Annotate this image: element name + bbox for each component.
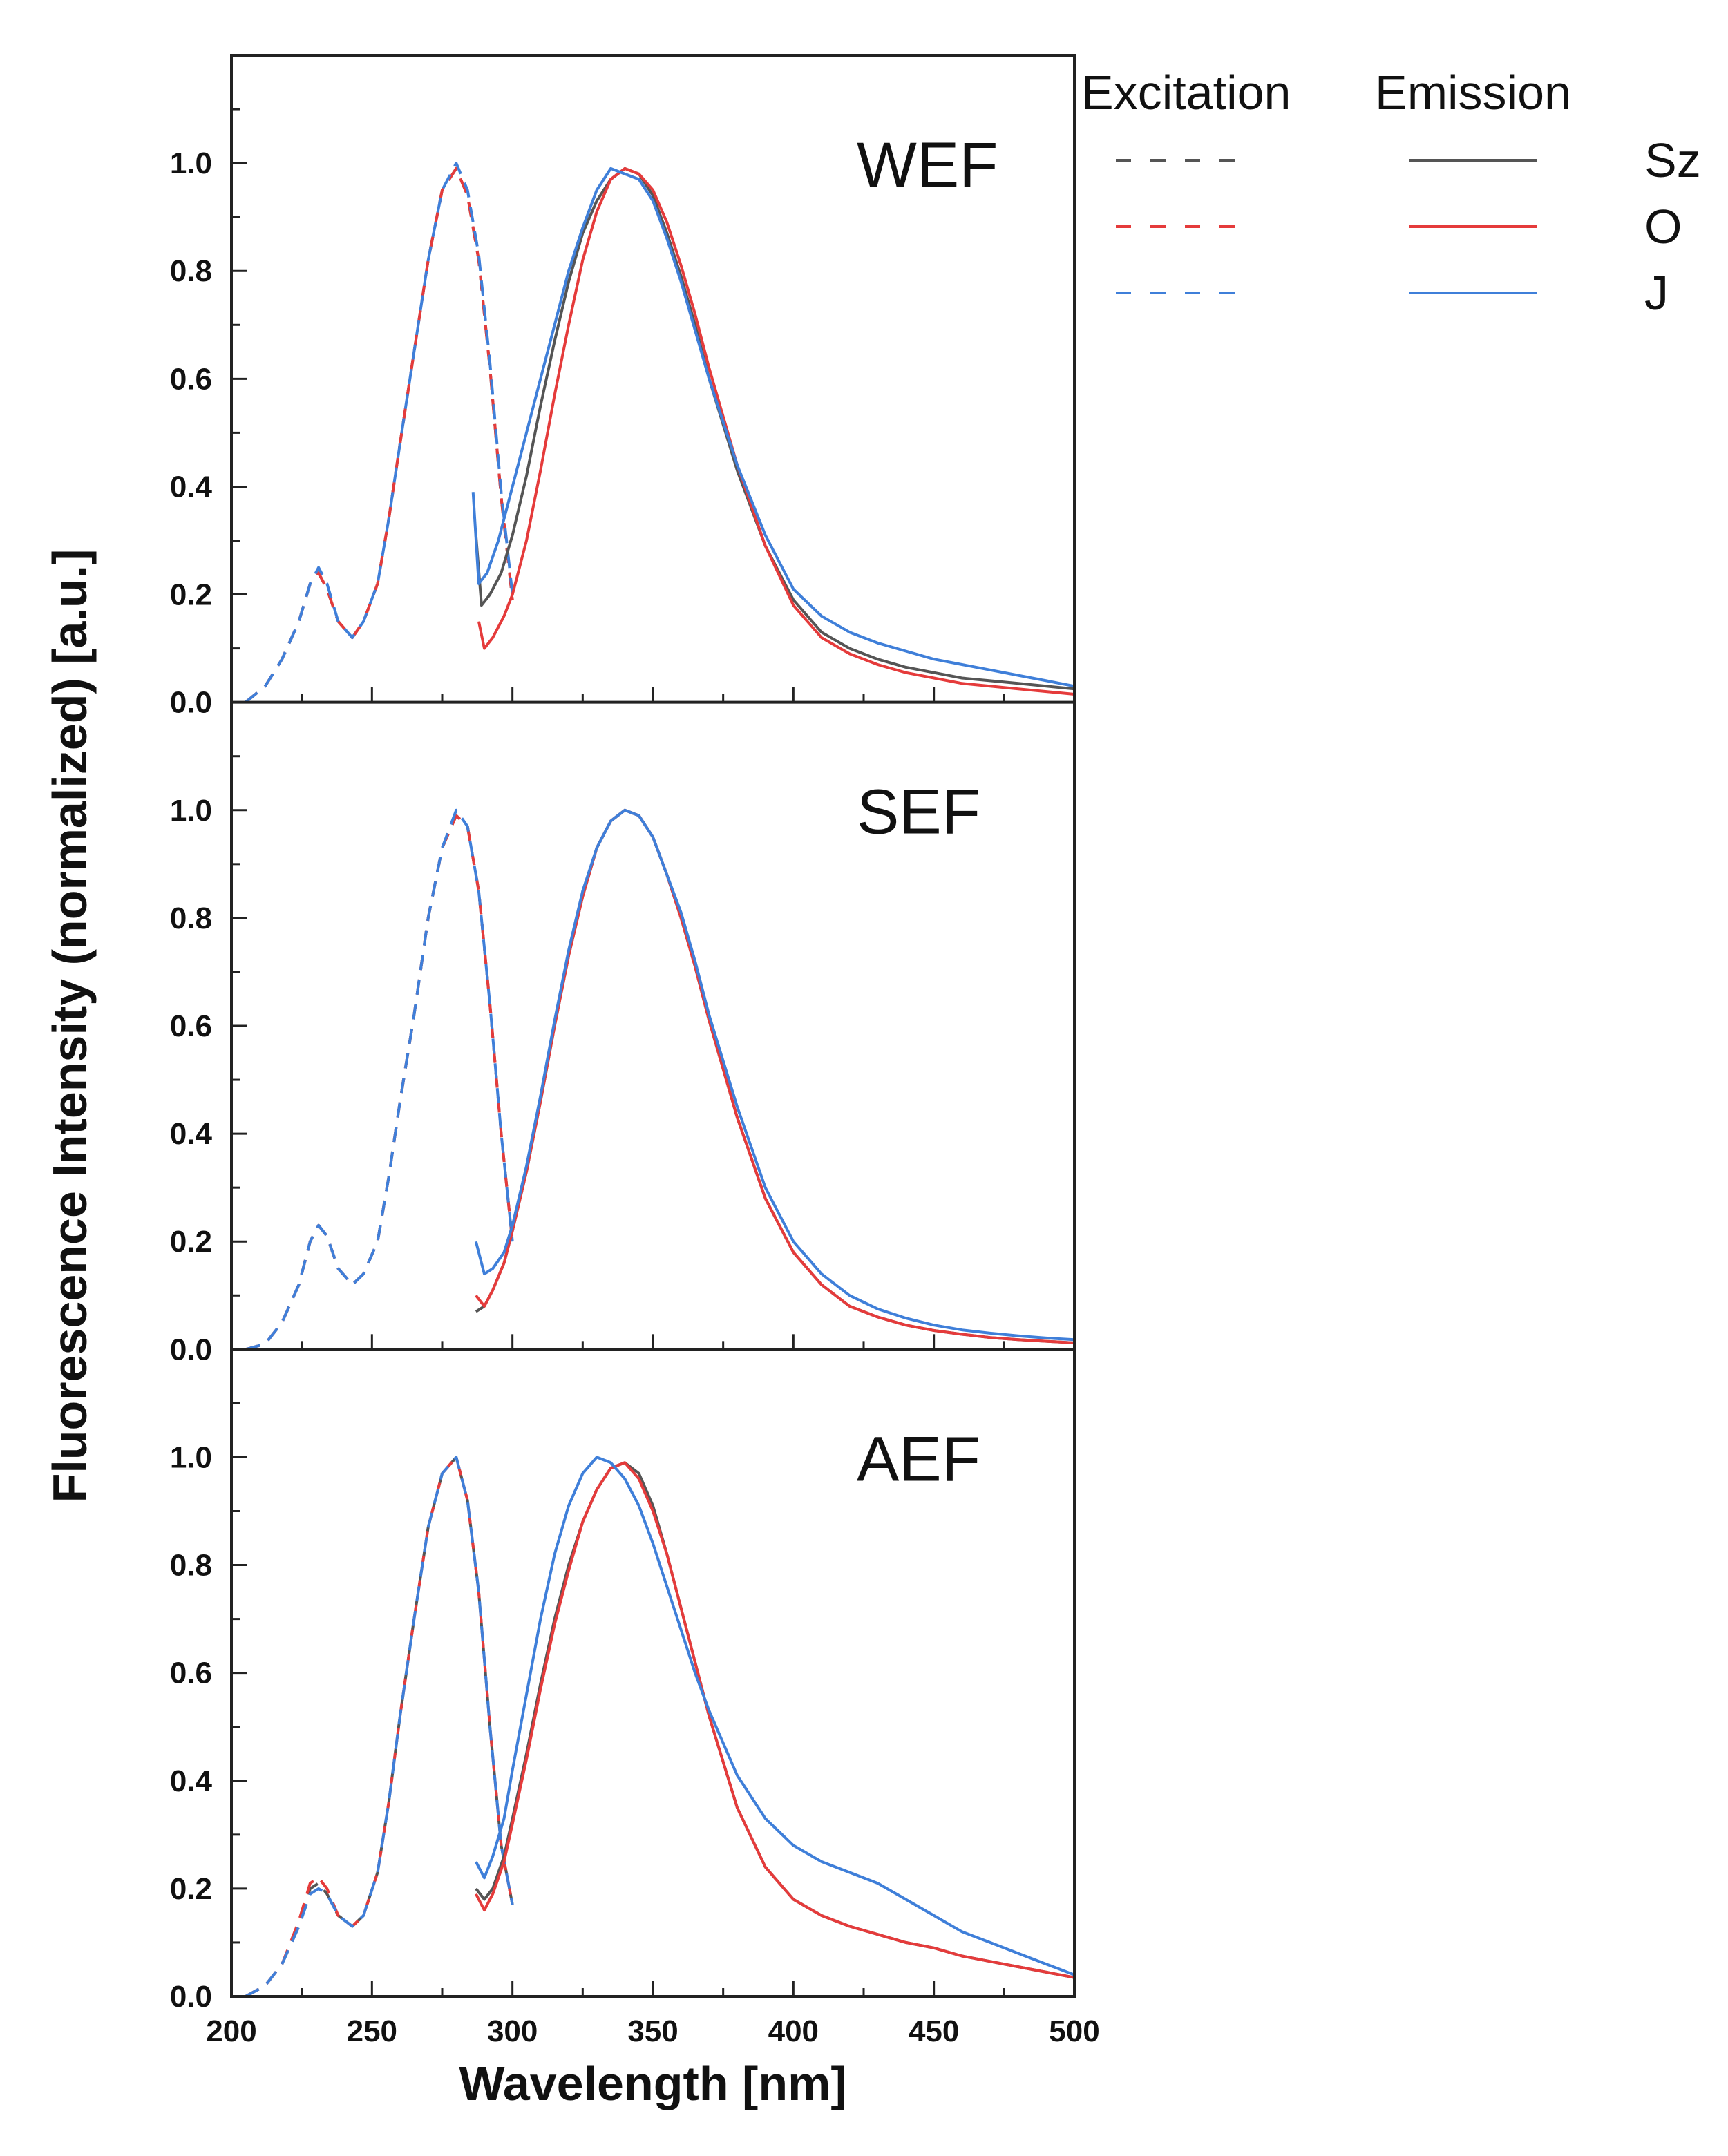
curve-emission-o xyxy=(477,166,1075,696)
curve-emission-o xyxy=(475,1461,1075,1979)
panel-label: AEF xyxy=(857,1424,980,1494)
curve-emission-sz xyxy=(475,808,1075,1344)
y-tick-label: 0.8 xyxy=(170,254,212,288)
legend-entry-label: Sz xyxy=(1644,133,1701,187)
y-tick-label: 0.2 xyxy=(170,1225,212,1259)
curve-excitation-sz xyxy=(245,166,514,704)
curve-excitation-j xyxy=(245,162,514,704)
legend-header-excitation: Excitation xyxy=(1081,66,1291,120)
y-tick-label: 0.6 xyxy=(170,1009,212,1043)
y-tick-label: 0.0 xyxy=(170,1333,212,1366)
panel-label: SEF xyxy=(857,777,980,848)
legend-header-emission: Emission xyxy=(1375,66,1571,120)
curve-excitation-sz xyxy=(245,814,514,1351)
x-tick-label: 200 xyxy=(206,2014,256,2048)
x-tick-label: 500 xyxy=(1049,2014,1099,2048)
curve-emission-j xyxy=(471,166,1075,688)
legend: Excitation Emission Sz OJ xyxy=(1081,66,1701,320)
x-axis-title: Wavelength [nm] xyxy=(459,2057,846,2110)
y-tick-label: 0.2 xyxy=(170,578,212,612)
curve-excitation-j xyxy=(245,808,514,1351)
y-tick-label: 0.4 xyxy=(170,1764,213,1798)
y-tick-label: 1.0 xyxy=(170,1440,212,1474)
y-tick-label: 0.2 xyxy=(170,1872,212,1906)
x-tick-label: 450 xyxy=(909,2014,959,2048)
x-tick-label: 400 xyxy=(768,2014,819,2048)
plot-frame xyxy=(230,54,1076,1998)
curve-emission-j xyxy=(474,808,1075,1342)
panel-label: WEF xyxy=(857,130,998,200)
curve-excitation-o xyxy=(245,814,514,1351)
curve-emission-sz xyxy=(474,166,1075,691)
x-tick-label: 350 xyxy=(627,2014,678,2048)
panel-aef: AEF xyxy=(245,1424,1075,1998)
curve-excitation-o xyxy=(245,166,514,704)
y-axis: 0.0 0.2 0.4 0.6 0.8 1.0 0.0 0.2 0.4 0.6 0.8 1.0 0.0 0… xyxy=(170,108,247,2014)
legend-entry-label: O xyxy=(1644,200,1682,254)
y-tick-label: 0.8 xyxy=(170,901,212,935)
axes-frame xyxy=(230,54,1076,1998)
curve-emission-j xyxy=(475,1456,1075,1976)
y-tick-label: 0.8 xyxy=(170,1549,212,1583)
x-tick-label: 250 xyxy=(347,2014,397,2048)
y-axis-title: Fluorescence Intensity (normalized) [a.u… xyxy=(43,549,97,1503)
panel-sef: SEF xyxy=(245,777,1075,1351)
curve-excitation-j xyxy=(245,1456,514,1998)
y-tick-label: 0.6 xyxy=(170,1657,212,1690)
y-tick-label: 1.0 xyxy=(170,794,212,828)
y-tick-label: 0.0 xyxy=(170,1980,212,2014)
y-tick-label: 1.0 xyxy=(170,146,212,180)
y-tick-label: 0.0 xyxy=(170,686,212,720)
y-tick-label: 0.4 xyxy=(170,470,213,504)
x-axis: 200 250 300 350 400 450 500 xyxy=(206,687,1100,2048)
y-tick-label: 0.6 xyxy=(170,362,212,396)
panels-group: WEF SEF AEF xyxy=(245,130,1075,1998)
curve-emission-o xyxy=(475,808,1075,1344)
x-tick-label: 300 xyxy=(487,2014,538,2048)
y-tick-label: 0.4 xyxy=(170,1117,213,1151)
panel-wef: WEF xyxy=(245,130,1075,704)
legend-entry-label: J xyxy=(1644,266,1669,320)
curve-emission-sz xyxy=(475,1461,1075,1979)
